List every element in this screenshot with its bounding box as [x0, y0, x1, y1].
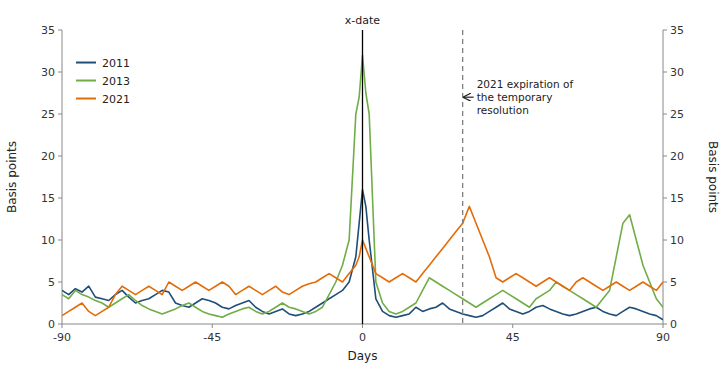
- x-tick-label: 0: [359, 331, 366, 344]
- y-axis-line: [62, 30, 63, 324]
- axes: -90-45045900510152025303505101520253035: [41, 24, 684, 344]
- annotation-arrow: [464, 97, 474, 98]
- x-tick: [512, 324, 513, 328]
- y-tick: [58, 30, 62, 31]
- y2-tick: [663, 114, 667, 115]
- y-axis-label: Basis points: [5, 141, 19, 213]
- x-tick: [362, 324, 363, 328]
- y2-tick-label: 0: [670, 318, 677, 331]
- y-tick-label: 5: [48, 276, 55, 289]
- y-tick-label: 15: [41, 192, 55, 205]
- y2-tick: [663, 30, 667, 31]
- y2-tick: [663, 198, 667, 199]
- reference-line: [462, 30, 463, 324]
- annotation: x-date: [345, 14, 381, 27]
- legend-label: 2011: [102, 57, 130, 70]
- x-tick-label: -45: [203, 331, 221, 344]
- y2-tick-label: 30: [670, 66, 684, 79]
- y-tick: [58, 114, 62, 115]
- x-tick-label: -90: [53, 331, 71, 344]
- y2-tick: [663, 324, 667, 325]
- y-tick: [58, 324, 62, 325]
- y2-tick-label: 20: [670, 150, 684, 163]
- y-tick: [58, 282, 62, 283]
- chart: -90-45045900510152025303505101520253035D…: [0, 0, 725, 368]
- y2-tick: [663, 156, 667, 157]
- y-tick-label: 20: [41, 150, 55, 163]
- y-tick: [58, 72, 62, 73]
- legend: 2011 2013 2021: [76, 57, 130, 106]
- x-tick-label: 45: [506, 331, 520, 344]
- y2-tick-label: 10: [670, 234, 684, 247]
- annotation: 2021 expiration ofthe temporaryresolutio…: [477, 78, 574, 116]
- y2-axis-label: Basis points: [706, 141, 720, 213]
- plot-area: [62, 30, 663, 324]
- y2-tick-label: 35: [670, 24, 684, 37]
- x-axis-label: Days: [348, 349, 378, 363]
- legend-swatch: [76, 62, 96, 64]
- y-tick-label: 0: [48, 318, 55, 331]
- legend-label: 2013: [102, 75, 130, 88]
- x-tick: [663, 324, 664, 328]
- y-tick-label: 25: [41, 108, 55, 121]
- legend-swatch: [76, 98, 96, 100]
- y2-axis-line: [663, 30, 664, 324]
- y-tick-label: 30: [41, 66, 55, 79]
- y2-tick: [663, 240, 667, 241]
- y-tick: [58, 240, 62, 241]
- y-tick: [58, 198, 62, 199]
- y-tick-label: 10: [41, 234, 55, 247]
- x-tick-label: 90: [656, 331, 670, 344]
- x-tick: [212, 324, 213, 328]
- x-tick: [62, 324, 63, 328]
- y-tick-label: 35: [41, 24, 55, 37]
- y2-tick-label: 25: [670, 108, 684, 121]
- y2-tick-label: 5: [670, 276, 677, 289]
- y2-tick-label: 15: [670, 192, 684, 205]
- legend-label: 2021: [102, 93, 130, 106]
- y2-tick: [663, 72, 667, 73]
- legend-swatch: [76, 80, 96, 82]
- y-tick: [58, 156, 62, 157]
- reference-line: [362, 30, 363, 324]
- y2-tick: [663, 282, 667, 283]
